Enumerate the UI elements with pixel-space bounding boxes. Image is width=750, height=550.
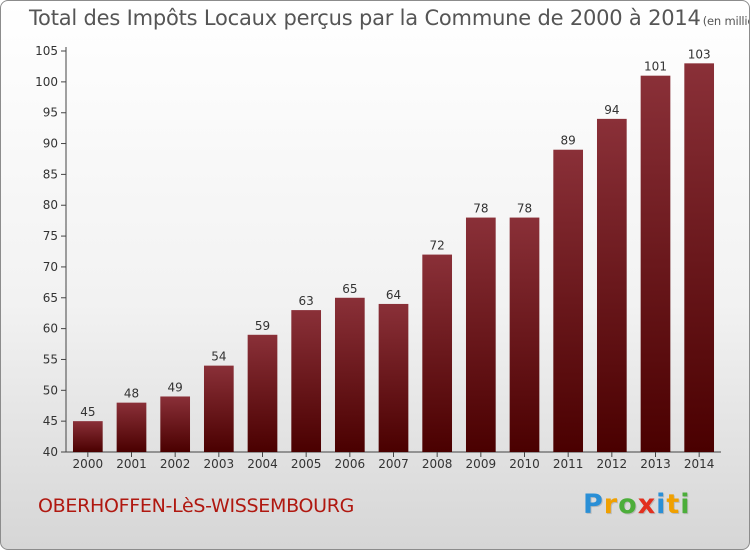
data-label: 59 <box>255 319 270 333</box>
data-label: 48 <box>124 387 139 401</box>
y-tick-label: 50 <box>43 383 58 397</box>
y-tick-label: 100 <box>35 75 58 89</box>
data-label: 101 <box>644 60 667 74</box>
data-label: 49 <box>168 380 183 394</box>
bar-2013 <box>640 75 671 452</box>
bar-2007 <box>378 303 409 452</box>
chart-title: Total des Impôts Locaux perçus par la Co… <box>29 6 749 30</box>
data-label: 72 <box>430 239 445 253</box>
x-tick-label: 2009 <box>466 457 497 471</box>
title-unit: (en milliers d'€) <box>702 14 749 28</box>
bar-2004 <box>247 334 278 452</box>
bar-2011 <box>553 149 584 452</box>
bar-2001 <box>116 402 147 452</box>
bar-2008 <box>422 254 453 452</box>
data-label: 78 <box>517 202 532 216</box>
bar-2005 <box>291 310 322 452</box>
y-tick-label: 105 <box>35 44 58 58</box>
logo-letter: x <box>637 489 657 520</box>
y-tick-label: 55 <box>43 352 58 366</box>
bar-2014 <box>684 63 715 452</box>
x-tick-label: 2006 <box>335 457 366 471</box>
bar-2009 <box>465 217 496 452</box>
bar-2006 <box>334 297 365 452</box>
y-tick-label: 60 <box>43 322 58 336</box>
bar-2003 <box>203 365 234 452</box>
proxiti-logo: Proxiti <box>583 489 691 520</box>
title-text: Total des Impôts Locaux perçus par la Co… <box>29 6 701 30</box>
logo-letter: t <box>666 489 681 520</box>
chart-labels: 2000 45 2001 48 2002 49 2003 54 2004 59 2005 63 2006… <box>73 47 715 471</box>
y-tick-label: 85 <box>43 167 58 181</box>
bar-2000 <box>72 421 103 452</box>
data-label: 63 <box>299 294 314 308</box>
x-tick-label: 2007 <box>378 457 409 471</box>
y-tick-label: 80 <box>43 198 58 212</box>
y-tick-label: 40 <box>43 445 58 459</box>
x-tick-label: 2002 <box>160 457 191 471</box>
x-tick-label: 2003 <box>204 457 235 471</box>
data-label: 54 <box>211 350 226 364</box>
x-tick-label: 2005 <box>291 457 322 471</box>
data-label: 64 <box>386 288 401 302</box>
x-tick-label: 2001 <box>116 457 147 471</box>
bar-2002 <box>160 396 191 452</box>
data-label: 94 <box>604 103 619 117</box>
data-label: 65 <box>342 282 357 296</box>
logo-letter: P <box>583 489 604 520</box>
data-label: 78 <box>473 202 488 216</box>
logo-letter: o <box>618 489 638 520</box>
bar-2010 <box>509 217 540 452</box>
chart-axes: 40 45 50 55 60 65 70 75 80 85 90 95 100 105 <box>35 44 721 459</box>
x-tick-label: 2013 <box>640 457 671 471</box>
bar-2012 <box>596 118 627 452</box>
x-tick-label: 2010 <box>509 457 540 471</box>
y-tick-label: 70 <box>43 260 58 274</box>
y-tick-label: 45 <box>43 414 58 428</box>
x-tick-label: 2008 <box>422 457 453 471</box>
y-tick-label: 75 <box>43 229 58 243</box>
y-tick-label: 95 <box>43 106 58 120</box>
y-tick-label: 90 <box>43 137 58 151</box>
logo-letter: r <box>603 489 619 520</box>
commune-name: OBERHOFFEN-LèS-WISSEMBOURG <box>38 495 355 517</box>
chart-bars <box>72 63 715 452</box>
data-label: 45 <box>80 405 95 419</box>
data-label: 103 <box>688 47 711 61</box>
y-tick-label: 65 <box>43 291 58 305</box>
x-tick-label: 2014 <box>684 457 715 471</box>
logo-letter: i <box>680 489 691 520</box>
logo-letter: i <box>656 489 667 520</box>
data-label: 89 <box>561 134 576 148</box>
x-tick-label: 2000 <box>73 457 104 471</box>
x-tick-label: 2012 <box>597 457 628 471</box>
x-tick-label: 2004 <box>247 457 278 471</box>
x-tick-label: 2011 <box>553 457 584 471</box>
